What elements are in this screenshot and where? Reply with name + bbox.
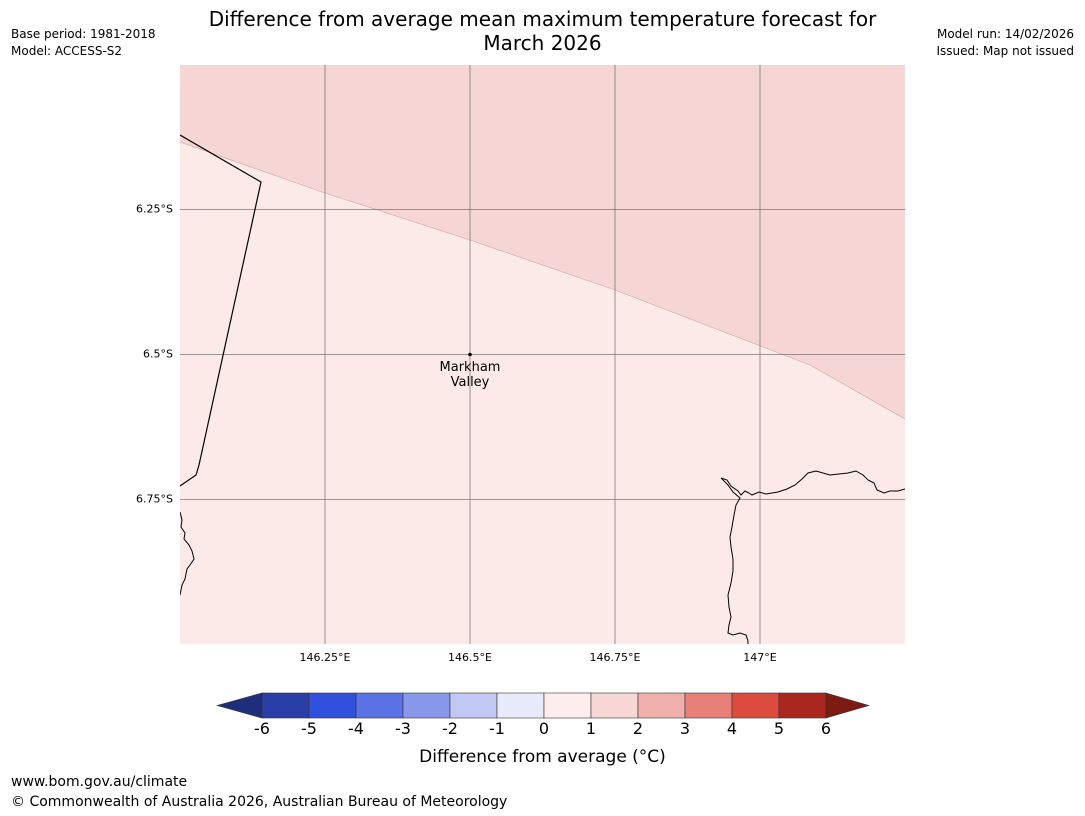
header-left: Base period: 1981-2018 Model: ACCESS-S2 (11, 26, 156, 60)
colorbar-tick-label: -6 (254, 719, 270, 738)
boundary-line (180, 134, 262, 487)
map-title-line1: Difference from average mean maximum tem… (208, 7, 877, 31)
footer-url[interactable]: www.bom.gov.au/climate (11, 774, 188, 790)
map-title: Difference from average mean maximum tem… (180, 7, 905, 55)
coastline-east (720, 470, 905, 496)
colorbar-tick-label: 0 (538, 719, 550, 738)
river-line (720, 477, 749, 644)
colorbar-segment (684, 692, 733, 719)
colorbar (215, 692, 871, 723)
colorbar-extend-high (825, 692, 871, 719)
colorbar-tick-label: -4 (348, 719, 364, 738)
coastline-west (180, 511, 195, 596)
base-period-text: Base period: 1981-2018 (11, 27, 156, 41)
colorbar-tick-label: -3 (395, 719, 411, 738)
colorbar-segment (778, 692, 827, 719)
colorbar-segment (496, 692, 545, 719)
colorbar-tick-label: -1 (489, 719, 505, 738)
colorbar-segment (590, 692, 639, 719)
colorbar-tick-label: 6 (820, 719, 832, 738)
lat-label-6-25s: 6.25°S (136, 202, 173, 216)
graticule (180, 65, 905, 644)
region-band-1-to-2 (180, 65, 905, 419)
colorbar-segment (355, 692, 404, 719)
colorbar-segment (543, 692, 592, 719)
lat-label-6-75s: 6.75°S (136, 492, 173, 506)
map-panel[interactable] (180, 65, 905, 644)
model-run-text: Model run: 14/02/2026 (936, 27, 1074, 41)
colorbar-svg (215, 692, 871, 719)
colorbar-segment (731, 692, 780, 719)
colorbar-segment (261, 692, 310, 719)
lon-label-146-75e: 146.75°E (589, 651, 641, 664)
map-title-line2: March 2026 (483, 31, 602, 55)
place-label-line1: Markham (439, 360, 501, 375)
colorbar-tick-label: -5 (301, 719, 317, 738)
place-label: Markham Valley (410, 360, 530, 390)
lat-label-6-5s: 6.5°S (143, 347, 173, 361)
colorbar-tick-label: 1 (585, 719, 597, 738)
colorbar-tick-label: 3 (679, 719, 691, 738)
map-svg (180, 65, 905, 644)
place-label-line2: Valley (450, 375, 490, 390)
contour-line (180, 141, 905, 420)
colorbar-title: Difference from average (°C) (419, 747, 666, 767)
lon-label-146-5e: 146.5°E (448, 651, 492, 664)
colorbar-segment (402, 692, 451, 719)
colorbar-extend-low (215, 692, 263, 719)
colorbar-tick-label: 5 (773, 719, 785, 738)
colorbar-tick-label: -2 (442, 719, 458, 738)
colorbar-tick-label: 4 (726, 719, 738, 738)
issued-text: Issued: Map not issued (936, 44, 1074, 58)
model-text: Model: ACCESS-S2 (11, 44, 123, 58)
footer-copyright: © Commonwealth of Australia 2026, Austra… (11, 794, 508, 810)
colorbar-segment (637, 692, 686, 719)
lon-label-146-25e: 146.25°E (299, 651, 351, 664)
colorbar-segment (449, 692, 498, 719)
lon-label-147e: 147°E (743, 651, 777, 664)
place-marker-dot (468, 352, 472, 357)
header-right: Model run: 14/02/2026 Issued: Map not is… (936, 26, 1074, 60)
colorbar-segment (308, 692, 357, 719)
colorbar-tick-label: 2 (632, 719, 644, 738)
